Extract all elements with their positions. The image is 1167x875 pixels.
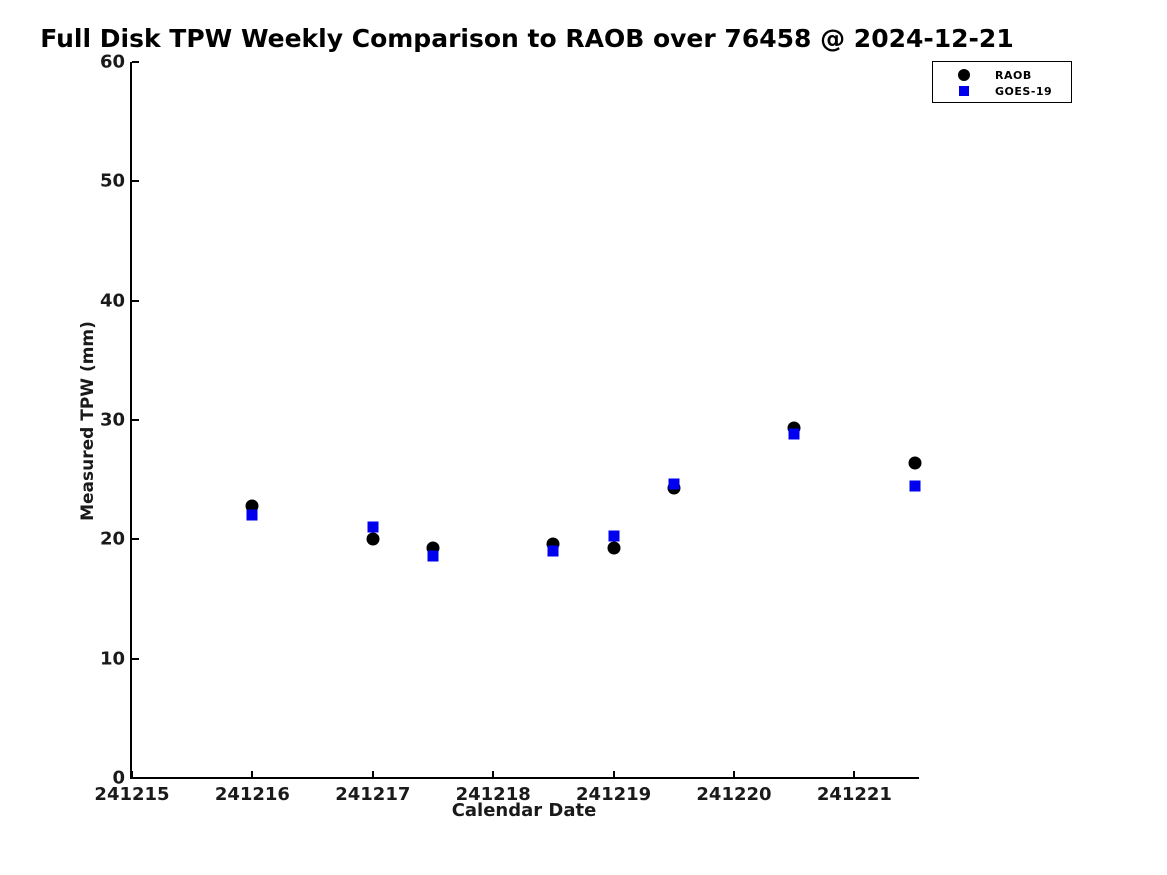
x-tick-mark <box>732 771 735 778</box>
legend-label-goes-19: GOES-19 <box>995 84 1053 98</box>
goes-19-marker <box>246 509 258 521</box>
x-tick-mark <box>251 771 254 778</box>
y-tick-label: 30 <box>99 409 125 431</box>
y-tick-mark <box>132 61 139 63</box>
x-tick-label: 241220 <box>696 784 772 805</box>
x-tick-label: 241219 <box>576 784 652 805</box>
goes-19-legend-marker <box>959 86 969 96</box>
x-tick-mark <box>131 771 133 778</box>
goes-19-marker <box>608 530 620 542</box>
y-tick-mark <box>132 538 139 541</box>
raob-marker <box>607 541 621 555</box>
legend-row-raob: RAOB <box>933 67 1071 83</box>
x-axis-line <box>130 777 919 779</box>
chart-title: Full Disk TPW Weekly Comparison to RAOB … <box>40 24 1014 53</box>
x-tick-mark <box>853 771 856 778</box>
x-axis-title: Calendar Date <box>451 800 597 821</box>
y-tick-mark <box>132 777 139 779</box>
goes-19-marker <box>427 550 439 562</box>
y-tick-label: 60 <box>99 51 125 73</box>
y-tick-mark <box>132 657 139 660</box>
x-tick-label: 241218 <box>455 784 531 805</box>
raob-marker <box>245 499 259 513</box>
y-tick-label: 50 <box>99 170 125 192</box>
legend: RAOB GOES-19 <box>932 61 1072 103</box>
legend-marker-cell <box>933 86 995 96</box>
y-tick-label: 10 <box>99 648 125 670</box>
legend-row-goes-19: GOES-19 <box>933 83 1071 99</box>
raob-marker <box>908 456 922 470</box>
y-tick-mark <box>132 419 139 421</box>
raob-legend-marker <box>958 69 970 81</box>
goes-19-marker <box>788 428 800 440</box>
y-axis-line <box>130 62 132 779</box>
y-tick-label: 20 <box>99 528 125 550</box>
goes-19-marker <box>668 478 680 490</box>
y-tick-mark <box>132 180 139 183</box>
legend-marker-cell <box>933 69 995 81</box>
x-tick-mark <box>612 771 615 778</box>
y-tick-label: 0 <box>112 767 125 789</box>
y-axis-title: Measured TPW (mm) <box>78 321 98 521</box>
raob-marker <box>366 532 380 546</box>
x-tick-label: 241215 <box>94 784 170 805</box>
goes-19-marker <box>367 521 379 533</box>
x-tick-label: 241216 <box>214 784 290 805</box>
x-tick-mark <box>371 771 374 778</box>
legend-label-raob: RAOB <box>995 68 1032 82</box>
x-tick-label: 241221 <box>816 784 892 805</box>
goes-19-marker <box>909 480 921 492</box>
y-tick-mark <box>132 299 139 302</box>
x-tick-label: 241217 <box>335 784 411 805</box>
goes-19-marker <box>547 545 559 557</box>
y-tick-label: 40 <box>99 290 125 312</box>
x-tick-mark <box>492 771 495 778</box>
